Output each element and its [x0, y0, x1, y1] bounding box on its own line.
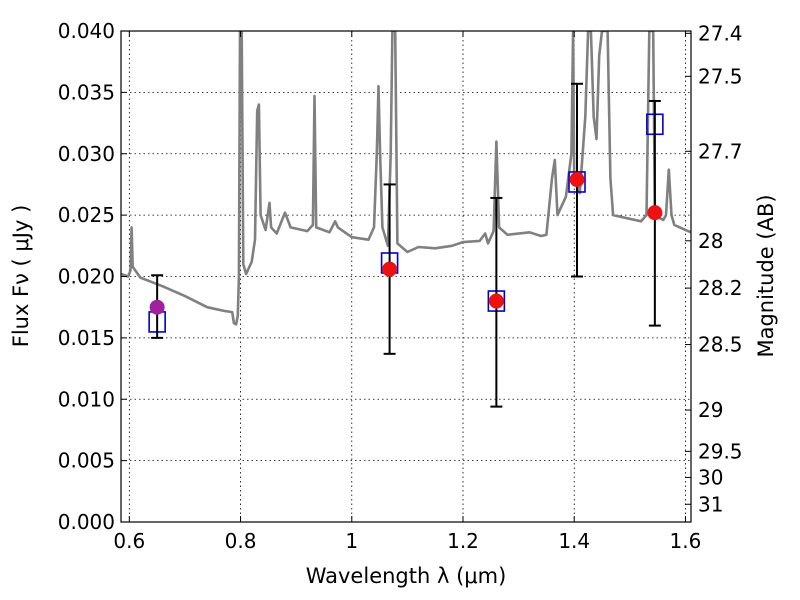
x-axis-title: Wavelength λ (μm) — [306, 564, 507, 588]
y2-tick-label: 28.5 — [698, 333, 743, 357]
y2-axis-title: Magnitude (AB) — [754, 194, 778, 357]
x-tick-label: 1.2 — [447, 529, 479, 553]
y-tick-label: 0.015 — [58, 326, 115, 350]
x-tick-label: 0.8 — [225, 529, 257, 553]
observed-point — [488, 293, 504, 309]
y2-tick-label: 29 — [698, 398, 723, 422]
y-tick-label: 0.040 — [58, 19, 115, 43]
plot-marks — [121, 31, 691, 408]
y2-tick-label: 27.7 — [698, 139, 743, 163]
plot-frame — [120, 30, 692, 523]
x-tick-label: 1.4 — [558, 529, 590, 553]
x-tick-label: 1 — [345, 529, 358, 553]
observed-point — [647, 205, 663, 221]
y-axis-title: Flux Fν ( μJy ) — [9, 205, 33, 348]
y2-tick-label: 30 — [698, 465, 723, 489]
y2-tick-label: 31 — [698, 492, 723, 516]
y2-tick-label: 27.4 — [698, 21, 743, 45]
y2-tick-label: 29.5 — [698, 439, 743, 463]
observed-point — [149, 299, 165, 315]
y2-tick-label: 28 — [698, 229, 723, 253]
y-tick-label: 0.030 — [58, 142, 115, 166]
y-tick-label: 0.010 — [58, 387, 115, 411]
y-tick-label: 0.035 — [58, 80, 115, 104]
axis-ticks: 0.6 0.8 1 1.2 1.4 1.6 0.000 0.005 0.010 0.015 0.02… — [58, 19, 743, 553]
y-tick-label: 0.005 — [58, 449, 115, 473]
y-tick-label: 0.000 — [58, 510, 115, 534]
observed-point — [382, 261, 398, 277]
y2-tick-label: 28.2 — [698, 276, 743, 300]
observed-point — [569, 172, 585, 188]
y2-tick-label: 27.5 — [698, 64, 743, 88]
x-tick-label: 0.6 — [113, 529, 145, 553]
x-tick-label: 1.6 — [670, 529, 702, 553]
y-tick-label: 0.020 — [58, 265, 115, 289]
y-tick-label: 0.025 — [58, 203, 115, 227]
